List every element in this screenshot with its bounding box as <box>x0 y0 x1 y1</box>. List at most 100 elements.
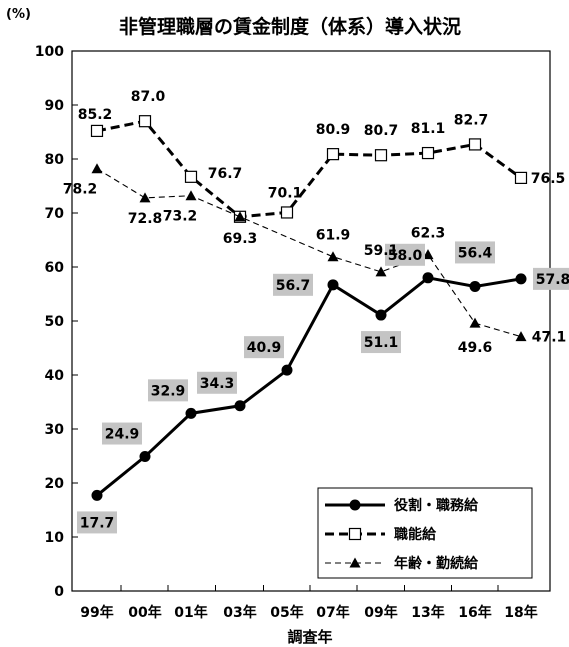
chart-title: 非管理職層の賃金制度（体系）導入状況 <box>119 15 461 38</box>
data-label: 56.7 <box>276 278 311 294</box>
data-point <box>515 273 527 285</box>
legend-marker <box>349 557 361 568</box>
data-label: 40.9 <box>247 340 282 356</box>
data-label-box <box>385 243 425 266</box>
data-label: 80.9 <box>316 122 351 138</box>
data-label-box <box>273 273 313 296</box>
data-label: 72.8 <box>128 211 163 227</box>
series-line <box>96 168 522 338</box>
data-point <box>422 249 434 260</box>
x-tick-label: 00年 <box>128 604 161 621</box>
data-label: 82.7 <box>454 112 489 128</box>
y-tick-label: 10 <box>45 530 65 546</box>
x-tick-label: 05年 <box>270 604 303 621</box>
data-label: 80.7 <box>364 123 399 139</box>
data-label: 58.0 <box>388 248 423 264</box>
data-point <box>184 170 198 183</box>
data-label: 57.8 <box>536 272 569 288</box>
data-label: 76.5 <box>531 171 566 187</box>
x-tick-label: 18年 <box>504 604 537 621</box>
legend-label: 職能給 <box>394 526 437 543</box>
x-tick-label: 16年 <box>458 604 491 621</box>
data-label-box <box>455 241 495 264</box>
data-label: 76.7 <box>208 166 243 182</box>
y-tick-label: 40 <box>45 368 65 384</box>
x-tick-label: 07年 <box>316 604 349 621</box>
data-labels-layer: 17.7 24.9 32.9 34.3 40.9 56.7 51.1 58.0 56.4 57.8… <box>63 89 569 534</box>
data-label: 56.4 <box>458 245 493 261</box>
data-label: 70.1 <box>268 185 303 201</box>
y-unit-label: (%) <box>6 7 31 22</box>
data-point <box>469 317 481 328</box>
data-point <box>326 148 340 161</box>
data-label: 51.1 <box>364 335 399 351</box>
data-point <box>469 280 481 292</box>
data-point <box>138 115 152 128</box>
y-axis: 0 10 20 30 40 50 60 70 80 90 100 <box>35 44 78 600</box>
series-0 <box>91 272 527 501</box>
data-label: 85.2 <box>78 107 113 123</box>
data-label: 59.1 <box>364 243 399 259</box>
data-point <box>375 309 387 321</box>
data-label: 47.1 <box>532 330 567 346</box>
legend-marker <box>349 499 361 511</box>
data-label-box <box>148 379 188 402</box>
series-2 <box>91 163 527 342</box>
data-point <box>185 407 197 419</box>
legend-marker <box>348 527 362 541</box>
series-line <box>96 119 522 219</box>
data-label: 69.3 <box>223 231 258 247</box>
x-tick-label: 03年 <box>223 604 256 621</box>
x-tick-label: 01年 <box>174 604 207 621</box>
series-line <box>96 276 522 497</box>
data-point <box>375 266 387 277</box>
data-point <box>139 451 151 463</box>
data-label: 32.9 <box>151 383 186 399</box>
y-tick-label: 20 <box>45 476 65 492</box>
data-label: 49.6 <box>458 340 493 356</box>
data-label: 78.2 <box>63 182 98 198</box>
data-point <box>422 272 434 284</box>
y-tick-label: 30 <box>45 422 65 438</box>
y-tick-label: 50 <box>45 314 65 330</box>
data-point <box>281 364 293 376</box>
y-tick-label: 0 <box>54 584 64 600</box>
data-label: 62.3 <box>411 226 446 242</box>
legend-label: 役割・職務給 <box>394 497 479 514</box>
data-label-box <box>102 422 142 445</box>
data-point <box>234 211 246 222</box>
data-label-box <box>361 331 401 354</box>
data-point <box>139 192 151 203</box>
data-label: 61.9 <box>316 228 351 244</box>
data-point <box>468 138 482 151</box>
x-axis: 99年 00年 01年 03年 05年 07年 09年 13年 16年 18年 <box>71 585 551 621</box>
x-tick-label: 09年 <box>364 604 397 621</box>
y-tick-label: 90 <box>45 98 65 114</box>
legend-label: 年齢・勤続給 <box>394 555 479 572</box>
x-axis-title: 調査年 <box>287 628 332 646</box>
data-point <box>421 146 435 160</box>
data-point <box>91 489 103 501</box>
y-tick-label: 70 <box>45 206 65 222</box>
data-point <box>515 331 527 342</box>
data-label: 17.7 <box>80 515 115 531</box>
data-label-box <box>197 371 237 394</box>
data-point <box>374 149 388 162</box>
data-point <box>327 251 339 262</box>
y-tick-label: 60 <box>45 260 65 276</box>
data-point <box>514 171 528 184</box>
data-label: 34.3 <box>200 376 235 392</box>
data-point <box>280 206 294 219</box>
y-tick-label: 80 <box>45 152 65 168</box>
series-layer <box>90 115 528 501</box>
data-label: 81.1 <box>411 121 446 137</box>
data-label: 87.0 <box>131 89 166 105</box>
data-label-box <box>533 267 569 290</box>
data-point <box>91 163 103 174</box>
data-point <box>90 124 104 138</box>
x-tick-label: 13年 <box>411 604 444 621</box>
data-point <box>234 400 246 412</box>
data-point <box>327 279 339 291</box>
data-label: 24.9 <box>105 427 140 443</box>
